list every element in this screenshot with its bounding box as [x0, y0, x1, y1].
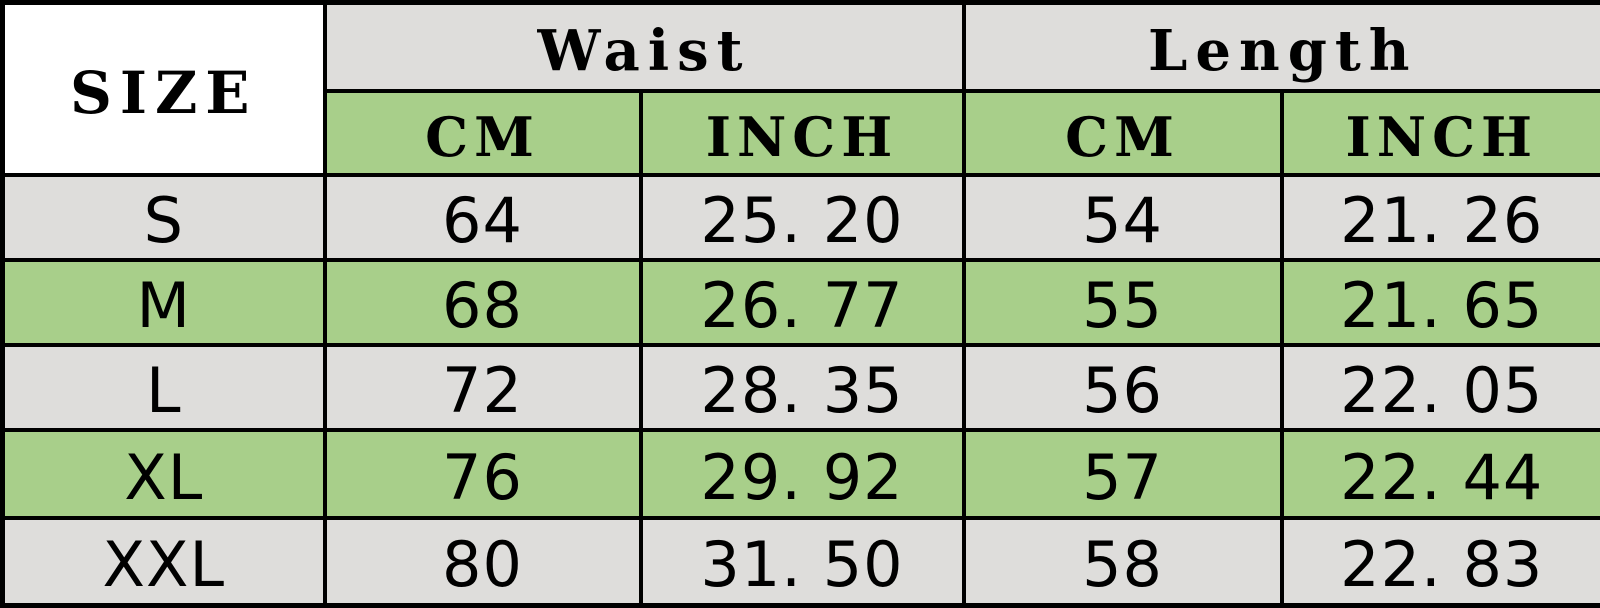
- table-row-s: S 64 25. 20 54 21. 26: [3, 175, 1600, 260]
- length-cm-value: 58: [964, 518, 1282, 606]
- group-header-waist: Waist: [325, 3, 964, 91]
- waist-cm-value: 76: [325, 430, 641, 518]
- table-row-xl: XL 76 29. 92 57 22. 44: [3, 430, 1600, 518]
- waist-inch-value: 28. 35: [641, 345, 964, 430]
- length-inch-value: 22. 83: [1282, 518, 1600, 606]
- length-cm-value: 55: [964, 260, 1282, 345]
- size-label: L: [3, 345, 325, 430]
- length-inch-value: 21. 65: [1282, 260, 1600, 345]
- table-row-l: L 72 28. 35 56 22. 05: [3, 345, 1600, 430]
- size-label: XXL: [3, 518, 325, 606]
- subheader-length-cm: CM: [964, 91, 1282, 175]
- length-cm-value: 54: [964, 175, 1282, 260]
- length-cm-value: 57: [964, 430, 1282, 518]
- group-header-row: SIZE Waist Length: [3, 3, 1600, 91]
- waist-inch-value: 26. 77: [641, 260, 964, 345]
- waist-inch-value: 31. 50: [641, 518, 964, 606]
- size-label: M: [3, 260, 325, 345]
- waist-cm-value: 64: [325, 175, 641, 260]
- length-inch-value: 21. 26: [1282, 175, 1600, 260]
- waist-cm-value: 80: [325, 518, 641, 606]
- length-inch-value: 22. 05: [1282, 345, 1600, 430]
- waist-cm-value: 68: [325, 260, 641, 345]
- length-cm-value: 56: [964, 345, 1282, 430]
- size-label: XL: [3, 430, 325, 518]
- waist-inch-value: 25. 20: [641, 175, 964, 260]
- table-row-xxl: XXL 80 31. 50 58 22. 83: [3, 518, 1600, 606]
- table-row-m: M 68 26. 77 55 21. 65: [3, 260, 1600, 345]
- waist-inch-value: 29. 92: [641, 430, 964, 518]
- corner-header-size: SIZE: [3, 3, 325, 175]
- waist-cm-value: 72: [325, 345, 641, 430]
- length-inch-value: 22. 44: [1282, 430, 1600, 518]
- group-header-length: Length: [964, 3, 1600, 91]
- subheader-waist-inch: INCH: [641, 91, 964, 175]
- subheader-waist-cm: CM: [325, 91, 641, 175]
- size-label: S: [3, 175, 325, 260]
- subheader-length-inch: INCH: [1282, 91, 1600, 175]
